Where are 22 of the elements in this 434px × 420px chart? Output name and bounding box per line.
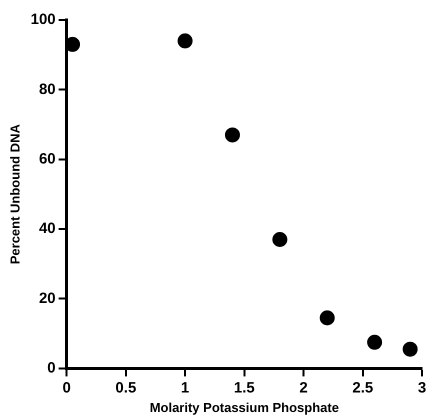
point [402, 342, 418, 357]
y-tick-label: 0 [47, 360, 56, 377]
point [66, 36, 80, 52]
point [272, 232, 288, 247]
y-tick-label: 40 [38, 220, 56, 238]
point [320, 310, 335, 326]
x-tick-label: 0.5 [115, 380, 136, 397]
x-axis-title: Molarity Potassium Phosphate [150, 400, 339, 415]
x-tick-label: 1 [180, 380, 190, 397]
x-tick-label: 2 [299, 380, 308, 397]
y-tick-label: 60 [38, 150, 56, 168]
x-tick-label: 2.5 [352, 380, 374, 397]
point [224, 127, 240, 142]
point [367, 334, 382, 350]
y-tick-label: 100 [30, 11, 56, 28]
y-axis-title: Percent Unbound DNA [7, 124, 22, 264]
x-tick-label: 3 [418, 380, 426, 397]
y-tick-label: 80 [38, 80, 56, 98]
x-tick-label: 1.5 [234, 380, 255, 397]
point [178, 33, 193, 48]
x-tick-label: 0 [62, 380, 71, 397]
y-tick-label: 20 [38, 290, 56, 307]
